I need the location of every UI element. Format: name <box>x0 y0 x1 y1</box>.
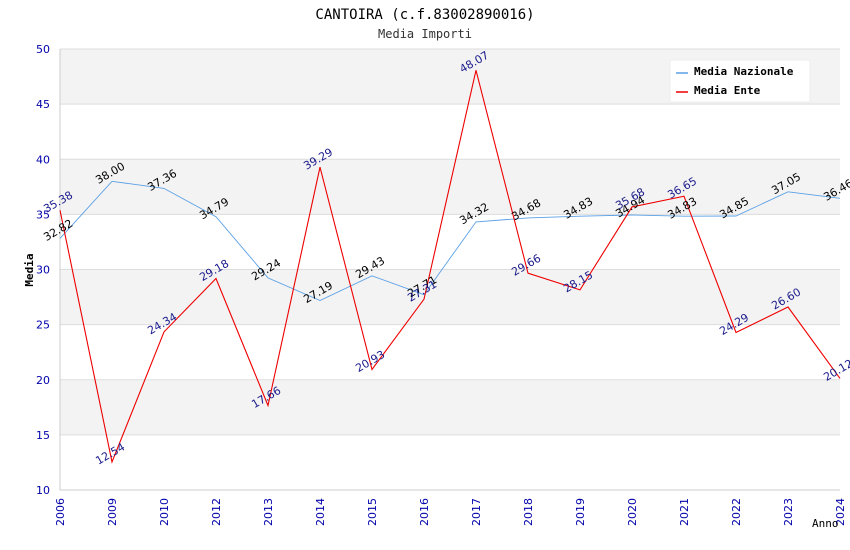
x-tick-label: 2021 <box>678 498 691 526</box>
x-tick-label: 2009 <box>106 498 119 526</box>
y-tick-label: 25 <box>36 319 50 332</box>
grid-band <box>60 104 840 160</box>
series-line-ente <box>59 70 841 464</box>
x-axis-label: Anno <box>812 517 839 530</box>
x-tick-label: 2016 <box>418 498 431 526</box>
legend-box <box>669 59 811 103</box>
legend: Media Nazionale Media Ente <box>669 59 811 103</box>
y-tick-label: 45 <box>36 98 50 111</box>
x-tick-label: 2014 <box>314 498 327 526</box>
x-tick-label: 2015 <box>366 498 379 526</box>
y-tick-label: 10 <box>36 484 50 497</box>
y-tick-label: 40 <box>36 153 50 166</box>
y-tick-label: 30 <box>36 264 50 277</box>
x-tick-label: 2010 <box>158 498 171 526</box>
grid-band <box>60 434 840 490</box>
x-tick-label: 2020 <box>626 498 639 526</box>
x-tick-label: 2023 <box>782 498 795 526</box>
chart-subtitle: Media Importi <box>378 27 472 41</box>
grid-bands <box>60 49 840 490</box>
y-axis-ticks: 10 15 20 25 30 35 40 45 50 <box>36 43 50 497</box>
x-tick-label: 2024 <box>834 498 847 526</box>
legend-label-ente: Media Ente <box>694 84 761 97</box>
legend-label-nazionale: Media Nazionale <box>694 65 794 78</box>
x-tick-label: 2018 <box>522 498 535 526</box>
grid-band <box>60 269 840 325</box>
series-lines <box>59 70 841 464</box>
y-tick-label: 20 <box>36 374 50 387</box>
x-tick-label: 2022 <box>730 498 743 526</box>
y-tick-label: 15 <box>36 429 50 442</box>
x-tick-label: 2012 <box>210 498 223 526</box>
x-tick-label: 2006 <box>54 498 67 526</box>
grid-band <box>60 379 840 435</box>
x-tick-label: 2019 <box>574 498 587 526</box>
x-axis-ticks: 2006 2009 2010 2012 2013 2014 2015 2016 2017 2018… <box>54 498 847 526</box>
y-tick-label: 35 <box>36 208 50 221</box>
grid-band <box>60 214 840 270</box>
grid-band <box>60 324 840 380</box>
y-tick-label: 50 <box>36 43 50 56</box>
x-tick-label: 2013 <box>262 498 275 526</box>
series-line-nazionale <box>59 180 841 301</box>
y-axis-label: Media <box>23 253 36 286</box>
x-tick-label: 2017 <box>470 498 483 526</box>
chart-title: CANTOIRA (c.f.83002890016) <box>315 7 534 23</box>
